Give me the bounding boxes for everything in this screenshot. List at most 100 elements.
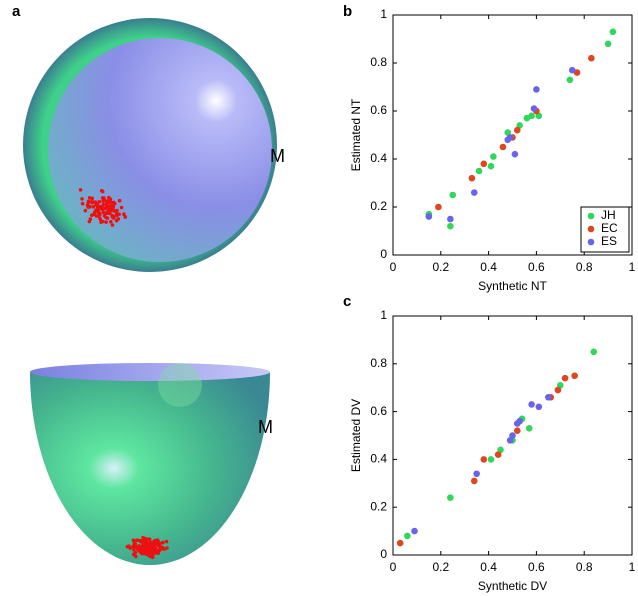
legend-swatch [587,212,595,220]
y-axis-label: Estimated DV [349,399,363,472]
y-tick-label: 0.8 [370,356,387,370]
dot [94,208,98,213]
legend-swatch [587,225,595,233]
point [506,436,514,444]
point [568,66,576,74]
legend-swatch [587,238,595,246]
point [588,54,595,62]
dot [148,545,153,549]
y-tick-label: 1 [380,308,387,322]
dot [78,188,83,192]
y-tick-label: 0.8 [370,55,387,69]
point [470,189,478,196]
point [411,527,418,535]
legend-label: JH [601,208,616,222]
dot [86,205,91,209]
dot [152,548,156,552]
panel-label: c [343,293,351,310]
x-tick-label: 0.2 [432,260,449,274]
point [545,393,552,401]
dot [96,210,101,215]
point [604,40,612,48]
dot [122,212,126,217]
dot [103,206,108,210]
dot [150,542,155,547]
dot [119,205,124,210]
point [609,28,617,36]
point [475,167,483,175]
point [528,112,535,120]
dot [164,539,169,544]
dot [154,538,158,543]
sphere-bottom [30,363,270,565]
dot-cloud [125,535,169,560]
point [571,372,578,380]
x-tick-label: 1 [629,560,636,574]
point [590,348,598,356]
dot [106,200,111,205]
dot [136,544,141,549]
point [487,456,495,463]
dot [101,202,106,207]
dot [80,201,85,206]
y-tick-label: 0.2 [370,499,387,513]
dot [110,208,115,213]
dot [132,541,137,546]
point [425,213,433,220]
x-tick-label: 0.6 [528,260,545,274]
point [513,427,521,435]
x-tick-label: 0.4 [480,560,497,574]
point [513,126,521,134]
dot [111,214,116,218]
sphere-inner [48,38,272,262]
point [528,401,535,408]
dot [105,216,110,220]
dot [111,200,116,205]
point [530,105,538,112]
marker-label: M [258,417,273,437]
dot [90,196,94,201]
x-tick-label: 0 [390,560,397,574]
point [494,451,502,458]
point [566,76,574,84]
legend-label: EC [601,221,618,235]
point [480,160,488,168]
marker-label: M [270,146,285,166]
dot [95,202,99,206]
panel-label: a [12,3,21,20]
dot [145,552,149,556]
dot [86,200,91,205]
point [516,417,523,425]
point [554,386,562,394]
point [447,494,454,501]
x-axis-label: Synthetic NT [478,279,547,293]
dot [111,203,116,207]
dot [99,220,103,224]
dot [147,537,152,541]
dot [133,550,138,555]
dot [131,544,136,549]
y-tick-label: 0.4 [370,151,387,165]
dot [138,538,142,543]
y-tick-label: 1 [380,7,387,21]
bowl [30,372,270,565]
y-tick-label: 0.6 [370,404,387,418]
x-tick-label: 0.8 [576,560,593,574]
x-tick-label: 1 [629,260,636,274]
dot [141,535,145,540]
legend-label: ES [601,234,617,248]
y-axis-label: Estimated NT [349,98,363,171]
dot [132,547,136,552]
dot-cloud [78,188,128,227]
dot [103,211,108,215]
point [473,470,480,478]
dot [107,205,112,209]
dot [157,548,162,553]
point [449,191,457,199]
dot [88,217,93,221]
dot [160,545,165,550]
dot [110,223,115,227]
point [396,539,404,547]
y-tick-label: 0 [380,547,387,561]
plot-frame [392,14,633,256]
